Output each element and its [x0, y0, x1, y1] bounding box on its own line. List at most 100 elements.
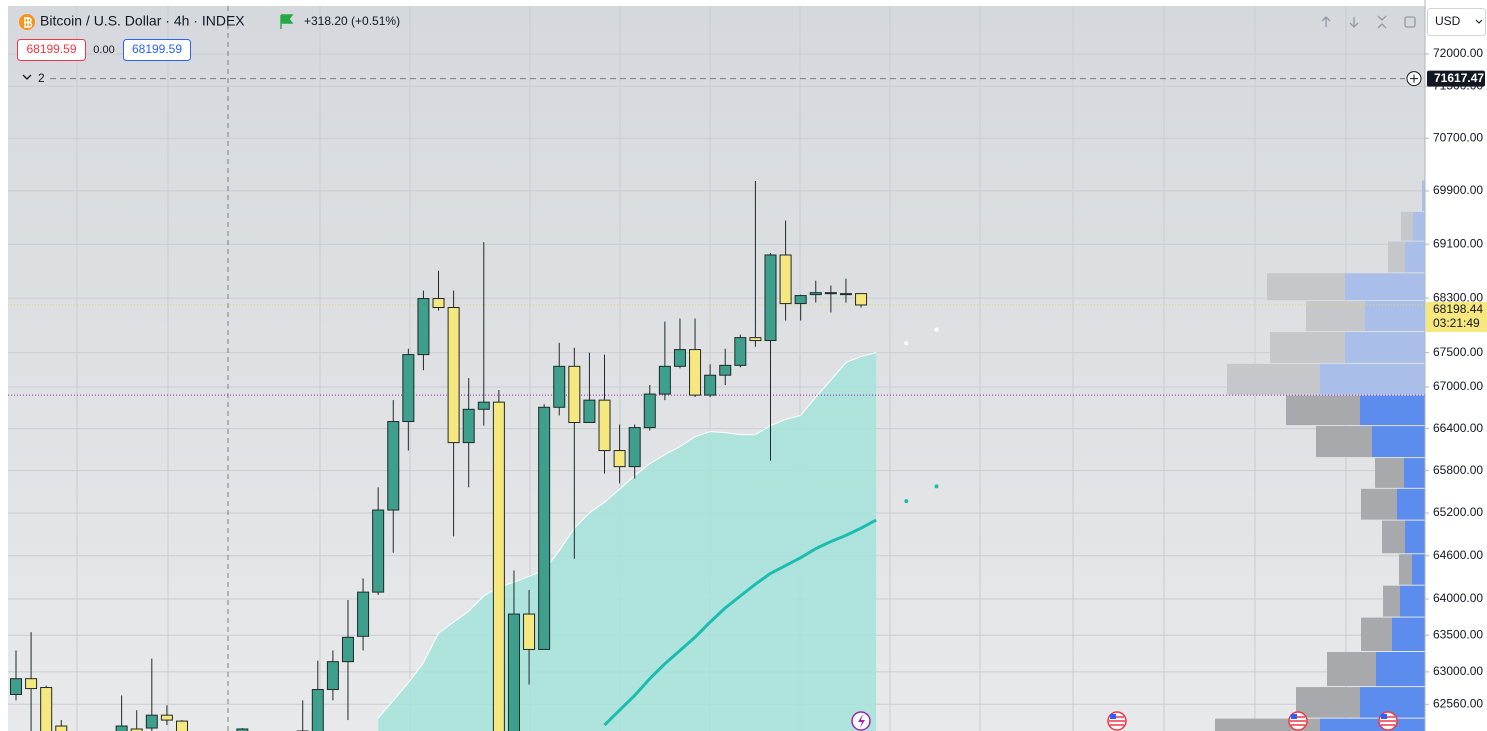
move-down[interactable]: [1349, 17, 1359, 28]
us-event[interactable]: [1107, 711, 1127, 731]
profile-sell: [1401, 211, 1413, 241]
candle-body: [341, 636, 354, 663]
us-event[interactable]: [1288, 711, 1308, 731]
candle-body: [719, 364, 732, 376]
y-tick-label: 70700.00: [1433, 130, 1483, 144]
profile-sell: [1327, 651, 1376, 687]
profile-sell: [1286, 395, 1360, 426]
y-tick-label: 65800.00: [1433, 463, 1483, 477]
candle-body: [115, 725, 128, 731]
profile-buy: [1372, 426, 1425, 458]
profile-buy: [1400, 585, 1425, 617]
profile-buy: [1405, 520, 1425, 554]
profile-buy: [1376, 651, 1425, 687]
candle-body: [145, 714, 158, 729]
candle-body: [538, 406, 551, 650]
candle-body: [160, 714, 173, 721]
candle-body: [643, 393, 656, 429]
profile-buy: [1412, 554, 1425, 585]
market-flag: [280, 14, 294, 29]
bar-countdown: 03:21:49: [1433, 316, 1480, 330]
lightning: [858, 714, 865, 728]
bitcoin-glyph: [24, 17, 33, 28]
candle-body: [492, 401, 505, 731]
candle-body: [855, 293, 868, 306]
move-up[interactable]: [1321, 16, 1331, 27]
dropdown-chevron: [1475, 19, 1483, 24]
candle-body: [130, 728, 143, 731]
last-price-box: [1426, 301, 1487, 332]
candle-body: [447, 307, 460, 444]
candle-body: [568, 365, 581, 424]
profile-sell: [1270, 332, 1345, 363]
candle-body: [55, 725, 68, 731]
profile-buy: [1404, 458, 1425, 488]
candle-body: [749, 337, 762, 342]
profile-sell: [1388, 241, 1405, 273]
candle-body: [402, 354, 415, 423]
profile-buy: [1413, 211, 1425, 241]
profile-buy: [1422, 180, 1425, 211]
candle-body: [583, 399, 596, 424]
candle-body: [175, 720, 188, 731]
profile-sell: [1296, 687, 1360, 718]
profile-sell: [1306, 301, 1365, 332]
y-tick-label: 66400.00: [1433, 421, 1483, 435]
profile-sell: [1361, 617, 1392, 651]
y-tick-label: 63500.00: [1433, 627, 1483, 641]
candle-body: [824, 292, 837, 295]
candle-body: [311, 689, 324, 731]
candle-body: [809, 292, 822, 296]
candle-body: [689, 349, 702, 396]
maximize[interactable]: [1404, 16, 1416, 28]
y-tick-label: 64000.00: [1433, 591, 1483, 605]
candle-body: [734, 337, 747, 366]
pane-controls: [1321, 15, 1416, 29]
candle-body: [839, 293, 852, 296]
price-change: +318.20 (+0.51%): [304, 14, 400, 28]
candle-body: [673, 349, 686, 367]
candle-body: [764, 254, 777, 342]
profile-buy: [1397, 488, 1425, 520]
candle-body: [40, 687, 53, 731]
symbol-title[interactable]: Bitcoin / U.S. Dollar · 4h · INDEX: [40, 13, 245, 29]
profile-sell: [1383, 585, 1400, 617]
ask-box[interactable]: [123, 39, 191, 61]
candle-body: [704, 374, 717, 396]
profile-buy: [1345, 273, 1425, 301]
forecast-dot: [904, 499, 909, 504]
legend-header: Bitcoin / U.S. Dollar · 4h · INDEX +318.…: [17, 13, 400, 85]
profile-sell: [1316, 426, 1372, 458]
profile-buy: [1320, 363, 1425, 395]
profile-buy: [1320, 718, 1425, 731]
profile-sell: [1361, 488, 1397, 520]
forecast-dot: [934, 484, 939, 489]
candle-body: [523, 613, 536, 650]
axis-labels: 72000.0071500.0070700.0069900.0069100.00…: [1425, 46, 1483, 710]
profile-sell: [1267, 273, 1345, 301]
us-event[interactable]: [1378, 711, 1398, 731]
candle-body: [658, 365, 671, 395]
y-tick-label: 63000.00: [1433, 664, 1483, 678]
bid-box[interactable]: [17, 39, 86, 61]
y-tick-label: 62560.00: [1433, 696, 1483, 710]
y-tick-label: 65200.00: [1433, 505, 1483, 519]
candle-body: [326, 661, 339, 691]
candle-body: [613, 450, 626, 468]
y-tick-label: 67500.00: [1433, 345, 1483, 359]
collapse[interactable]: [1377, 15, 1387, 29]
profile-buy: [1405, 241, 1425, 273]
candle-body: [236, 728, 249, 731]
currency-dropdown[interactable]: [1427, 8, 1486, 36]
bid-price: 68199.59: [26, 42, 76, 56]
forecast-dot: [904, 341, 909, 346]
indicator-toggle[interactable]: [22, 74, 32, 80]
candle-body: [387, 421, 400, 511]
candle-body: [372, 509, 385, 593]
y-tick-label: 64600.00: [1433, 548, 1483, 562]
candle-body: [794, 295, 807, 305]
y-tick-label: 69900.00: [1433, 183, 1483, 197]
candle-body: [10, 678, 22, 695]
